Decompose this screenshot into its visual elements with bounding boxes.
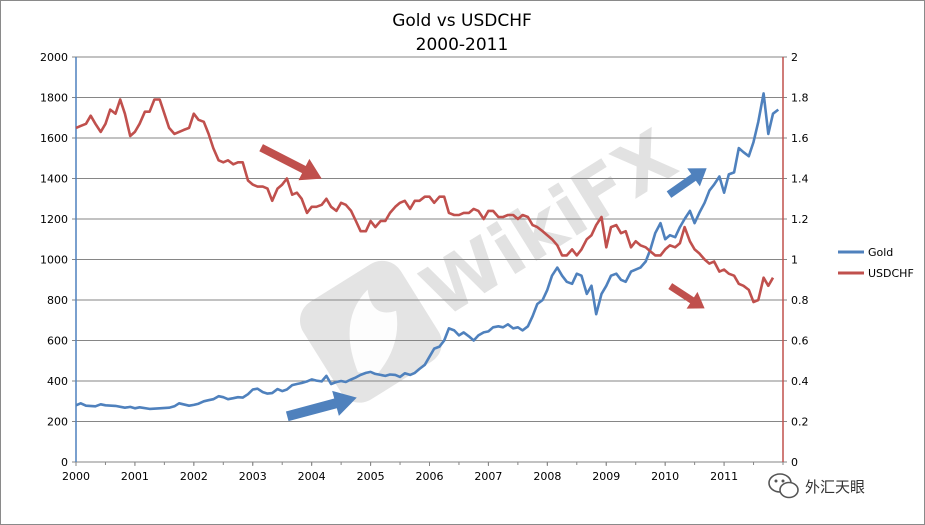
series-lines	[75, 92, 780, 411]
y-left-tick-label: 800	[47, 294, 68, 307]
y-left-tick-label: 600	[47, 335, 68, 348]
x-tick-label: 2001	[121, 470, 149, 483]
usdchf-down-arrow-2	[668, 283, 705, 309]
x-tick-label: 2011	[710, 470, 738, 483]
y-right-tick-label: 1.2	[791, 213, 809, 226]
x-tick-label: 2004	[298, 470, 326, 483]
y-left-tick-label: 1400	[40, 173, 68, 186]
y-right-tick-label: 1	[791, 254, 798, 267]
chart-title-line2: 2000-2011	[416, 35, 509, 55]
x-tick-label: 2007	[474, 470, 502, 483]
y-right-tick-label: 0.6	[791, 335, 809, 348]
gridlines	[76, 56, 783, 422]
watermark-text: WikiFX	[407, 113, 690, 333]
x-tick-label: 2009	[592, 470, 620, 483]
legend-label-gold: Gold	[868, 246, 893, 259]
arrow-up-right-icon	[285, 390, 357, 422]
legend: Gold USDCHF	[838, 246, 914, 280]
gold-up-arrow-1	[285, 390, 357, 422]
legend-label-usdchf: USDCHF	[868, 267, 914, 280]
watermark: WikiFX	[300, 113, 690, 403]
wechat-badge: 外汇天眼	[768, 473, 865, 499]
y-right-tick-label: 0.2	[791, 416, 809, 429]
y-right-tick-label: 2	[791, 51, 798, 64]
y-left-tick-label: 0	[61, 456, 68, 469]
y-right-tick-label: 0.8	[791, 294, 809, 307]
x-tick-label: 2002	[180, 470, 208, 483]
eagle-head-icon	[349, 289, 398, 375]
y-right-tick-label: 1.8	[791, 92, 809, 105]
y-right-tick-label: 1.4	[791, 173, 809, 186]
badge-text: 外汇天眼	[805, 478, 865, 496]
series-line-usdchf	[75, 98, 775, 304]
gold-up-arrow-2	[666, 168, 707, 198]
y-right-tick-label: 0.4	[791, 375, 809, 388]
arrow-down-right-icon	[259, 144, 322, 181]
arrow-down-right-icon	[668, 283, 705, 309]
axes: 020040060080010001200140016001800200000.…	[40, 51, 809, 483]
x-tick-label: 2000	[62, 470, 90, 483]
chart-title-line1: Gold vs USDCHF	[392, 11, 532, 31]
x-tick-label: 2003	[239, 470, 267, 483]
usdchf-down-arrow-1	[259, 144, 322, 181]
y-left-tick-label: 400	[47, 375, 68, 388]
arrow-up-right-icon	[666, 168, 707, 198]
x-tick-label: 2008	[533, 470, 561, 483]
y-left-tick-label: 2000	[40, 51, 68, 64]
y-right-tick-label: 1.6	[791, 132, 809, 145]
annotation-arrows	[259, 144, 707, 422]
y-left-tick-label: 200	[47, 416, 68, 429]
x-tick-label: 2005	[357, 470, 385, 483]
y-left-tick-label: 1800	[40, 92, 68, 105]
y-left-tick-label: 1600	[40, 132, 68, 145]
x-tick-label: 2006	[416, 470, 444, 483]
wechat-icon	[768, 473, 799, 499]
y-left-tick-label: 1200	[40, 213, 68, 226]
y-left-tick-label: 1000	[40, 254, 68, 267]
series-line-gold	[75, 92, 780, 411]
x-tick-label: 2010	[651, 470, 679, 483]
y-right-tick-label: 0	[791, 456, 798, 469]
